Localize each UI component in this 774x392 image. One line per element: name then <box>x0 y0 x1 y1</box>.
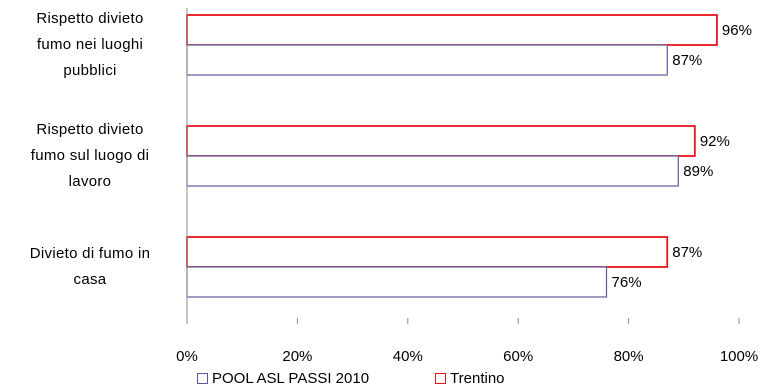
category-label-line: lavoro <box>68 173 112 190</box>
x-tick-label-2: 40% <box>393 348 423 365</box>
x-tick-label-1: 20% <box>282 348 312 365</box>
x-tick-label-5: 100% <box>720 348 758 365</box>
category-label-line: Rispetto divieto <box>36 10 144 27</box>
category-label-line: pubblici <box>63 62 117 79</box>
category-label-0: Rispetto divieto fumo nei luoghi pubblici <box>0 6 180 84</box>
bar-trentino-0 <box>186 14 718 46</box>
data-label-trentino-2: 87% <box>672 244 702 261</box>
x-tick-label-0: 0% <box>176 348 198 365</box>
legend-label-trentino: Trentino <box>450 370 505 387</box>
category-label-line: fumo sul luogo di <box>30 147 150 164</box>
category-label-1: Rispetto divieto fumo sul luogo di lavoro <box>0 117 180 195</box>
data-label-pool-0: 87% <box>672 52 702 69</box>
category-label-line: Rispetto divieto <box>36 121 144 138</box>
x-tick-label-3: 60% <box>503 348 533 365</box>
bar-trentino-1 <box>186 125 696 157</box>
category-label-line: Divieto di fumo in <box>29 245 151 262</box>
bar-trentino-2 <box>186 236 669 268</box>
category-label-line: fumo nei luoghi <box>36 36 144 53</box>
legend-swatch-trentino <box>435 373 447 384</box>
legend-item-trentino: Trentino <box>435 370 505 387</box>
data-label-trentino-0: 96% <box>722 22 752 39</box>
legend-item-pool: POOL ASL PASSI 2010 <box>197 370 369 387</box>
legend-swatch-pool <box>197 373 208 384</box>
category-label-line: casa <box>73 271 107 288</box>
data-label-pool-1: 89% <box>683 163 713 180</box>
x-tick-label-4: 80% <box>614 348 644 365</box>
data-label-pool-2: 76% <box>612 274 642 291</box>
bar-pool-1 <box>186 155 679 187</box>
bar-pool-0 <box>186 44 668 76</box>
legend-label-pool: POOL ASL PASSI 2010 <box>212 370 370 387</box>
category-label-2: Divieto di fumo in casa <box>0 241 180 293</box>
bar-pool-2 <box>186 266 608 298</box>
legend: POOL ASL PASSI 2010 Trentino <box>197 370 571 387</box>
data-label-trentino-1: 92% <box>700 133 730 150</box>
